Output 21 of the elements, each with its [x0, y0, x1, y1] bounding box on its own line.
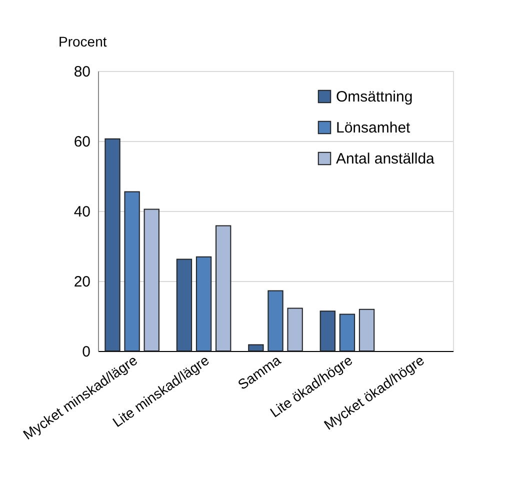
bar [104, 138, 120, 352]
bar [339, 314, 356, 352]
bar [268, 290, 284, 352]
bar [287, 308, 303, 352]
legend-label: Antal anställda [336, 150, 436, 168]
legend-label: Omsättning [336, 88, 413, 106]
bar [196, 256, 212, 352]
bar [124, 191, 140, 352]
bar [144, 208, 160, 352]
y-tick-label: 80 [74, 64, 90, 80]
y-tick-label: 0 [82, 344, 90, 360]
legend-label: Lönsamhet [336, 120, 412, 136]
y-axis-title: Procent [58, 34, 107, 50]
y-tick-label: 40 [74, 204, 90, 220]
bar [216, 225, 232, 352]
bar [320, 310, 336, 352]
bar [176, 258, 192, 352]
bar [358, 308, 375, 352]
y-tick-label: 20 [74, 274, 90, 290]
bar [248, 344, 264, 352]
y-tick-label: 60 [74, 134, 90, 150]
